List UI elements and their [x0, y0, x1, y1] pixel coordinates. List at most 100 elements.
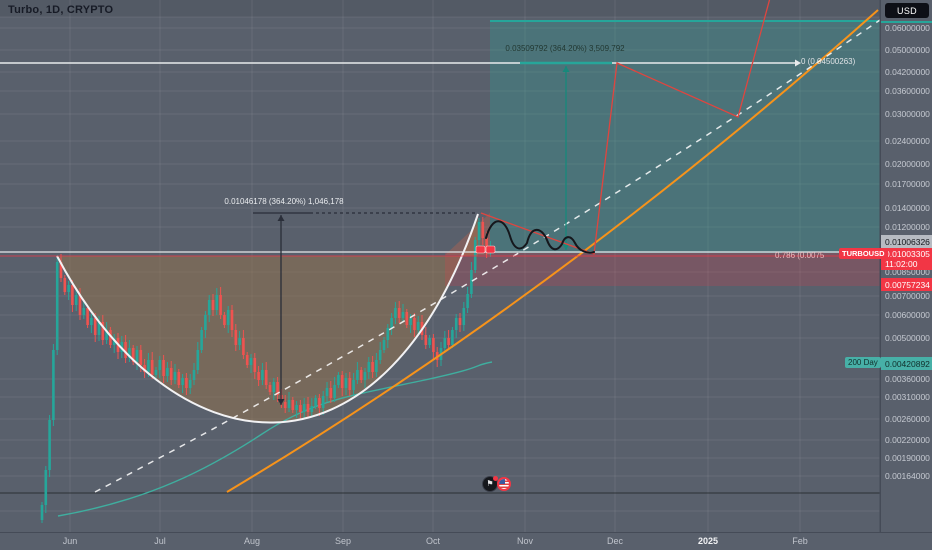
candle-body	[473, 240, 477, 270]
candle-body	[204, 315, 207, 330]
mini-price-tag	[475, 245, 486, 254]
price-tick: 0.00700000	[885, 291, 930, 301]
candle-body	[405, 312, 409, 325]
symbol-title[interactable]: Turbo, 1D, CRYPTO	[8, 4, 114, 16]
candle-body	[48, 420, 51, 470]
price-tick: 0.02000000	[885, 159, 930, 169]
time-tick: Oct	[425, 536, 441, 546]
candle-body	[401, 312, 405, 318]
candle-body	[363, 372, 367, 380]
candle-body	[409, 318, 412, 325]
candle-body	[443, 338, 447, 348]
price-tick: 0.00190000	[885, 453, 930, 463]
candle-body	[158, 360, 162, 370]
candle-body	[287, 400, 291, 408]
time-tick: Dec	[606, 536, 624, 546]
time-tick: Feb	[792, 536, 808, 546]
price-axis[interactable]: USD 0.01006326 0.01003305 11:02:00 0.007…	[880, 0, 932, 532]
ma-200-line	[57, 361, 493, 517]
time-axis[interactable]: Jun Jul Aug Sep Oct Nov Dec 2025 Feb	[0, 532, 932, 550]
usa-flag-icon[interactable]	[497, 477, 511, 491]
candle-body	[451, 330, 454, 345]
candle-body	[124, 342, 127, 358]
price-tick: 0.00164000	[885, 471, 930, 481]
candle-body	[321, 396, 325, 408]
candle-body	[359, 370, 363, 380]
candle-body	[131, 348, 135, 362]
candle-body	[397, 308, 401, 318]
orange-trendline	[226, 9, 879, 493]
candle-body	[101, 322, 105, 340]
time-tick: Aug	[243, 536, 261, 546]
candle-body	[44, 470, 48, 505]
arrow-down-icon	[562, 244, 570, 250]
target-measure-label: 0.03509792 (364.20%) 3,509,792	[505, 44, 625, 53]
candle-body	[302, 404, 306, 412]
candle-body	[283, 402, 287, 408]
target-zone-edge	[881, 21, 932, 23]
candle-body	[314, 398, 317, 406]
price-tick: 0.00260000	[885, 414, 930, 424]
price-tick: 0.03000000	[885, 109, 930, 119]
candle-body	[207, 300, 211, 315]
price-tick: 0.02400000	[885, 136, 930, 146]
time-tick: Sep	[334, 536, 352, 546]
price-tick: 0.00310000	[885, 392, 930, 402]
candle-body	[154, 370, 158, 375]
mini-price-tag	[485, 245, 496, 254]
candle-body	[52, 350, 55, 420]
price-tick: 0.01700000	[885, 179, 930, 189]
price-tick: 0.00360000	[885, 374, 930, 384]
candle-body	[242, 338, 245, 355]
event-flag-icon[interactable]: ⚑	[482, 476, 498, 492]
candle-body	[299, 405, 302, 412]
ma-200day-tag: 200 Day	[845, 357, 881, 368]
price-tick: 0.00600000	[885, 310, 930, 320]
price-tick: 0.00220000	[885, 435, 930, 445]
time-tick: Jun	[62, 536, 78, 546]
time-tick: 2025	[697, 536, 719, 546]
candle-body	[390, 318, 393, 328]
candle-body	[59, 262, 63, 278]
candle-body	[226, 310, 230, 325]
candle-body	[93, 318, 97, 335]
candle-body	[230, 310, 234, 330]
candle-body	[318, 398, 321, 408]
price-tick: 0.00500000	[885, 333, 930, 343]
candle-body	[382, 340, 386, 350]
candle-body	[424, 335, 428, 345]
candle-body	[253, 358, 257, 372]
candle-body	[352, 380, 355, 390]
currency-usd-button[interactable]: USD	[885, 3, 929, 18]
risk-zone	[445, 253, 880, 286]
candle-body	[234, 330, 238, 345]
candle-body	[181, 378, 184, 385]
candle-body	[306, 404, 310, 412]
arrow-up-icon	[277, 215, 285, 221]
candle-body	[295, 405, 298, 410]
candle-body	[257, 372, 260, 380]
candle-body	[367, 362, 371, 372]
candle-body	[291, 400, 295, 410]
dashed-trendline	[94, 19, 881, 493]
arrow-down-icon	[277, 399, 285, 405]
fib-786-label: 0.786 (0.0075	[775, 251, 825, 260]
candle-body	[63, 278, 67, 292]
candle-body	[128, 348, 131, 358]
arrow-up-icon	[562, 66, 570, 72]
candle-body	[97, 322, 101, 335]
candle-body	[200, 330, 203, 350]
candle-body	[310, 406, 314, 412]
candle-body	[454, 318, 458, 330]
projection-zigzag	[480, 0, 771, 255]
fib-price-box: 0.00757234	[881, 278, 932, 291]
candle-body	[55, 262, 59, 350]
candle-body	[143, 365, 146, 372]
candle-body	[67, 285, 70, 292]
candle-body	[188, 380, 192, 388]
candle-body	[196, 350, 200, 370]
candle-body	[82, 308, 86, 315]
price-tick: 0.01200000	[885, 222, 930, 232]
candle-body	[344, 378, 348, 388]
